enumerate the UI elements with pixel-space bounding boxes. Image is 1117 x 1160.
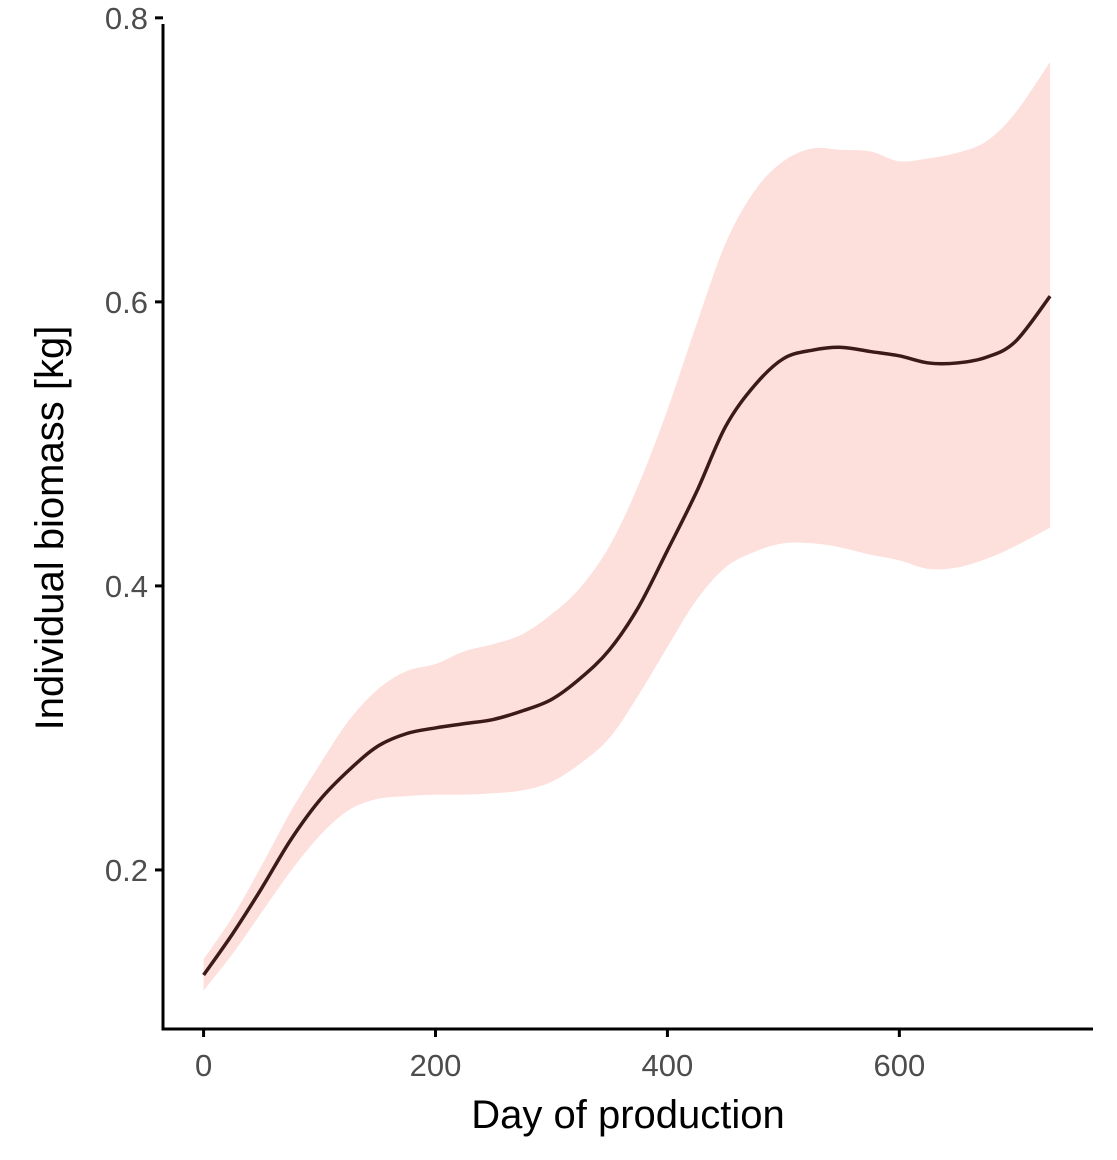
series-line <box>202 295 1052 977</box>
x-tick-label: 400 <box>642 1048 694 1083</box>
x-tick-label: 200 <box>410 1048 462 1083</box>
y-tick-label: 0.2 <box>105 853 148 888</box>
y-axis-title: Individual biomass [kg] <box>28 326 72 731</box>
x-axis-title: Day of production <box>471 1093 785 1137</box>
confidence-ribbon <box>203 61 1051 991</box>
y-tick-label: 0.6 <box>105 285 148 320</box>
y-tick-label: 0.8 <box>105 1 148 36</box>
axes: 0.2 0.4 0.6 0.8 0 200 400 600 <box>105 1 1093 1083</box>
x-tick-label: 600 <box>873 1048 925 1083</box>
x-tick-label: 0 <box>195 1048 212 1083</box>
plot-area <box>202 61 1052 991</box>
y-tick-label: 0.4 <box>105 569 148 604</box>
